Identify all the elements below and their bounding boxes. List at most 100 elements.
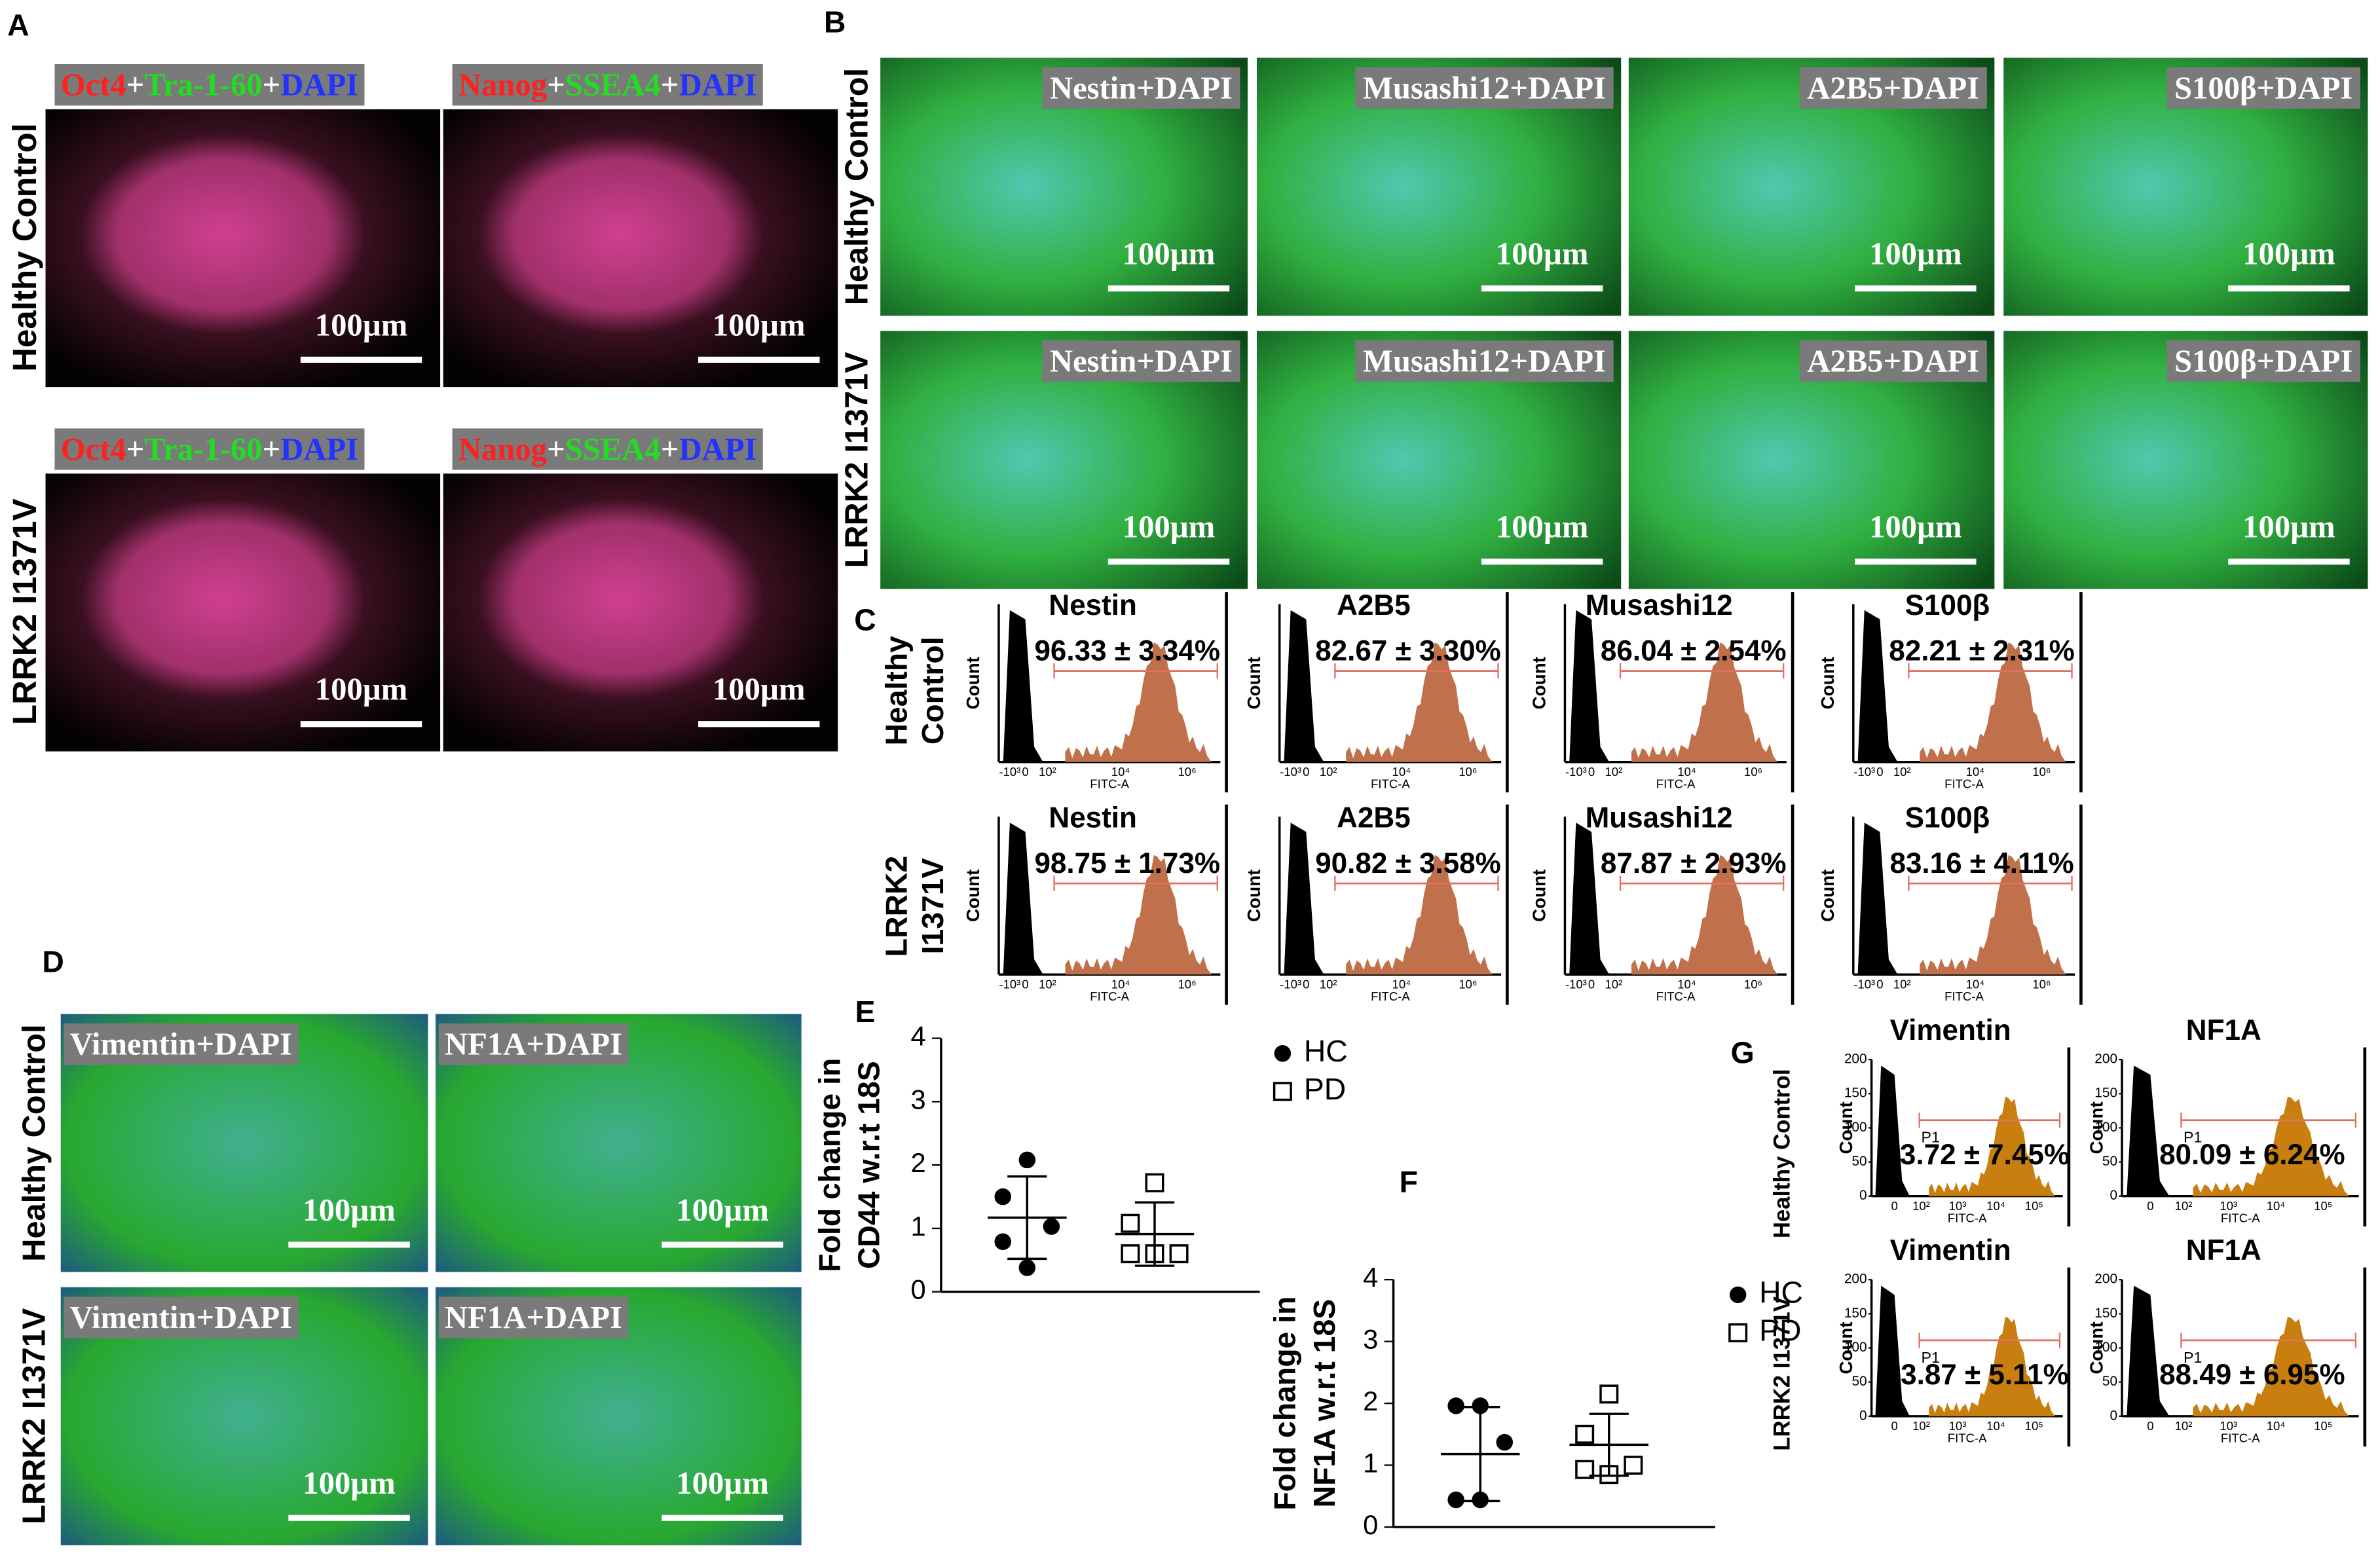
negative-peak [1569, 610, 1610, 762]
scale-bar-label: 100µm [1496, 509, 1589, 545]
caption-part: Oct4 [61, 67, 126, 103]
negative-peak [1875, 1285, 1910, 1416]
image-caption: S100β+DAPI [2174, 344, 2352, 379]
x-tick-label: 0 [2147, 1199, 2153, 1213]
image-caption: A2B5+DAPI [1807, 344, 1979, 379]
x-tick-label: 0 [2147, 1419, 2153, 1433]
x-tick-label: 0 [1303, 765, 1309, 779]
negative-peak [1569, 822, 1610, 975]
x-tick-label: 10⁴ [1966, 765, 1985, 779]
gate-label: P1 [2184, 1129, 2202, 1146]
x-tick-label: 10⁴ [1111, 765, 1130, 779]
row-label: LRRK2 [879, 856, 913, 957]
legend-label: PD [1759, 1314, 1801, 1348]
x-tick-label: 10⁵ [2314, 1199, 2332, 1213]
row-label: LRRK2 I1371V [6, 498, 43, 725]
x-tick-label: 10² [1320, 765, 1337, 779]
x-tick-label: 10⁴ [1966, 977, 1985, 991]
negative-peak [1003, 610, 1043, 762]
positive-histogram [1631, 855, 1778, 975]
axis-label: FITC-A [2221, 1211, 2260, 1224]
image-caption: Nanog+SSEA4+DAPI [458, 67, 757, 103]
positive-histogram [1346, 642, 1493, 762]
x-tick-label: 10⁶ [1459, 765, 1477, 779]
image-caption: NF1A+DAPI [445, 1027, 622, 1062]
point [1018, 1259, 1036, 1276]
y-tick-label: 50 [2102, 1374, 2117, 1389]
negative-peak [1875, 1065, 1910, 1196]
row-label: LRRK2 I1371V [1770, 1297, 1794, 1451]
caption-part: DAPI [679, 432, 757, 467]
histogram-title: Musashi12 [1586, 801, 1733, 834]
histogram-stat: 82.21 ± 2.31% [1889, 635, 2075, 667]
axis-label: Count [1836, 1321, 1856, 1374]
x-tick-label: 10⁴ [2267, 1199, 2286, 1213]
legend-label: HC [1759, 1276, 1803, 1310]
y-tick-label: 200 [1844, 1052, 1867, 1067]
scale-bar-label: 100µm [2242, 236, 2335, 271]
caption-box [64, 1297, 299, 1338]
caption-part: + [547, 67, 565, 103]
histogram-stat: 87.87 ± 2.93% [1601, 847, 1787, 879]
positive-histogram [1920, 855, 2066, 975]
positive-histogram [1631, 642, 1778, 762]
scale-bar-label: 100µm [676, 1192, 769, 1228]
image-caption: Oct4+Tra-1-60+DAPI [61, 67, 358, 103]
x-tick-label: 10² [1605, 765, 1622, 779]
row-label: I1371V [916, 858, 950, 954]
histogram-stat: 80.09 ± 6.24% [2159, 1139, 2345, 1171]
y-tick-label: 0 [1859, 1188, 1867, 1203]
axis-label: FITC-A [2221, 1431, 2260, 1445]
histogram-stat: 96.33 ± 3.34% [1034, 635, 1220, 667]
y-tick-label: 0 [911, 1274, 926, 1305]
positive-histogram [1065, 855, 1212, 975]
panel-label: B [824, 5, 846, 39]
caption-part: + [126, 432, 145, 467]
point [1145, 1173, 1164, 1192]
point [1728, 1323, 1748, 1342]
y-tick-label: 4 [911, 1021, 926, 1052]
panel-label: C [854, 603, 876, 637]
caption-part: Tra-1-60 [144, 67, 262, 103]
scale-bar-label: 100µm [713, 672, 806, 707]
axis-label: FITC-A [1371, 777, 1410, 790]
x-tick-label: 10⁴ [2267, 1419, 2286, 1433]
axis-label: Count [1244, 870, 1264, 922]
y-tick-label: 50 [1851, 1154, 1867, 1169]
point [1729, 1286, 1747, 1304]
caption-box [438, 1297, 629, 1338]
axis-label: Count [1529, 657, 1550, 709]
negative-peak [1284, 822, 1324, 975]
scale-bar-label: 100µm [713, 307, 806, 342]
x-tick-label: 10⁶ [1178, 765, 1196, 779]
image-caption: Vimentin+DAPI [70, 1027, 292, 1062]
negative-peak [1003, 822, 1043, 975]
axis-label: FITC-A [1948, 1211, 1987, 1224]
x-tick-label: 10⁶ [1744, 765, 1762, 779]
histogram-stat: 88.49 ± 6.95% [2159, 1359, 2345, 1391]
y-tick-label: 100 [2094, 1120, 2117, 1135]
point [1121, 1244, 1140, 1264]
scale-bar-label: 100µm [303, 1465, 396, 1501]
image-caption: NF1A+DAPI [445, 1300, 622, 1335]
scale-bar-label: 100µm [1496, 236, 1589, 271]
positive-histogram [2193, 1096, 2350, 1196]
y-tick-label: 50 [1851, 1374, 1867, 1389]
x-tick-label: 10⁴ [1986, 1419, 2005, 1433]
positive-histogram [1929, 1096, 2055, 1196]
panel-label: F [1400, 1164, 1418, 1198]
negative-peak [1857, 610, 1898, 762]
x-tick-label: -10³ [1853, 765, 1875, 779]
y-tick-label: 100 [2094, 1340, 2117, 1355]
x-tick-label: 10² [1320, 977, 1337, 991]
histogram-title: Nestin [1049, 801, 1137, 834]
gate-label: P1 [2184, 1349, 2202, 1366]
panel-label: D [42, 944, 64, 978]
axis-label: Count [1817, 870, 1838, 922]
axis-label: FITC-A [1656, 989, 1696, 1003]
x-tick-label: -10³ [1853, 977, 1875, 991]
point [994, 1188, 1011, 1206]
x-tick-label: 10² [1605, 977, 1622, 991]
image-caption: Vimentin+DAPI [70, 1300, 292, 1335]
